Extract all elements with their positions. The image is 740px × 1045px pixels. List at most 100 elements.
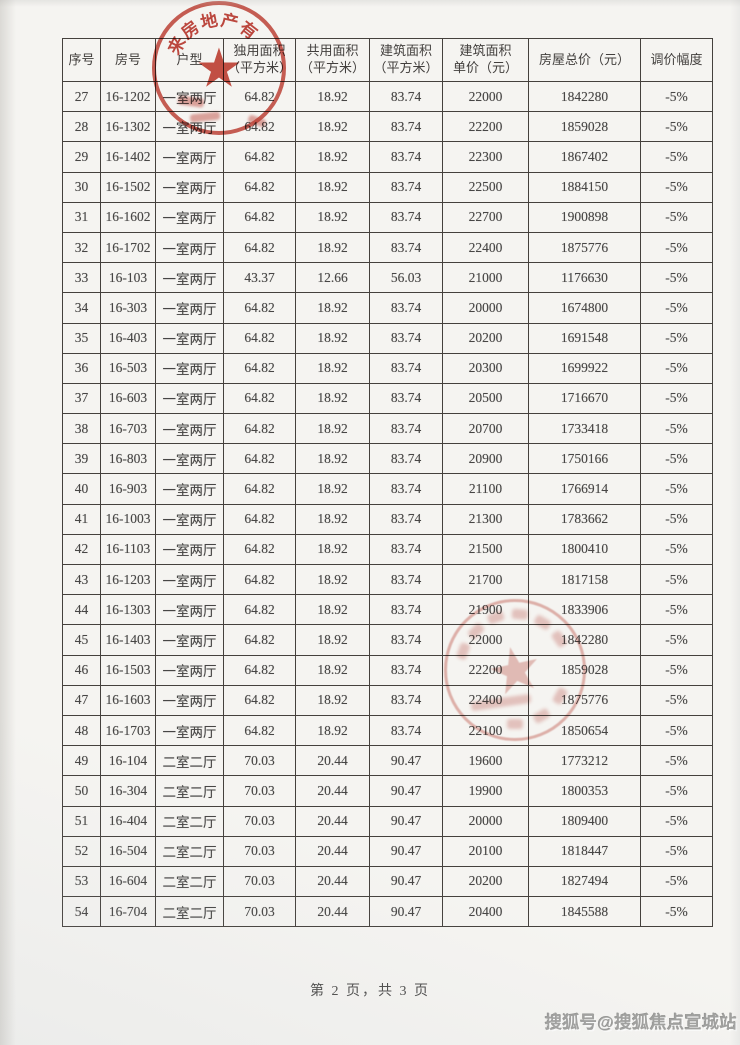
table-cell: 83.74 <box>369 201 443 233</box>
table-cell: 42 <box>62 533 101 566</box>
page-number-footer: 第 2 页，共 3 页 <box>310 984 430 999</box>
table-header: 序号 房号 户型 独用面积 （平方米） 共用面积 （平方米） 建筑面积 （平方米） 建筑面积… <box>62 38 713 82</box>
table-row: 47 16-1603 一室两厅 64.82 18.92 83.74 22400 1875776… <box>62 684 713 716</box>
table-cell: 18.92 <box>295 684 370 716</box>
table-cell: 一室两厅 <box>155 684 224 716</box>
table-cell: 64.82 <box>223 473 296 505</box>
table-cell: -5% <box>640 503 713 535</box>
table-cell: 35 <box>62 322 101 354</box>
table-cell: 1842280 <box>528 80 641 113</box>
table-cell: 16-604 <box>100 865 156 898</box>
table-cell: 83.74 <box>369 231 443 264</box>
column-header: 房屋总价（元） <box>528 38 641 82</box>
table-cell: 18.92 <box>295 443 370 475</box>
table-cell: 21000 <box>442 262 529 294</box>
table-cell: 83.74 <box>369 141 443 173</box>
table-row: 38 16-703 一室两厅 64.82 18.92 83.74 20700 1733418-… <box>62 413 713 445</box>
table-cell: 二室二厅 <box>155 805 224 837</box>
table-cell: -5% <box>640 201 713 233</box>
table-row: 29 16-1402 一室两厅 64.82 18.92 83.74 22300 1867402… <box>62 141 713 173</box>
table-cell: 一室两厅 <box>155 594 224 626</box>
column-header: 建筑面积 单价（元） <box>442 38 529 82</box>
table-cell: -5% <box>640 111 713 143</box>
table-cell: -5% <box>640 413 713 445</box>
table-row: 46 16-1503 一室两厅 64.82 18.92 83.74 22200 1859028… <box>62 654 713 686</box>
table-cell: 18.92 <box>295 624 370 656</box>
table-cell: 64.82 <box>223 413 296 445</box>
table-cell: 16-1602 <box>100 201 156 233</box>
table-row: 50 16-304 二室二厅 70.03 20.44 90.47 19900 1800353-… <box>62 775 713 807</box>
table-cell: 21500 <box>442 533 529 566</box>
column-header: 序号 <box>62 38 101 82</box>
table-cell: 一室两厅 <box>155 231 224 264</box>
table-cell: 83.74 <box>369 171 443 203</box>
table-cell: 22200 <box>442 654 529 686</box>
table-cell: 16-1303 <box>100 594 156 626</box>
table-cell: 41 <box>62 503 101 535</box>
table-cell: 1827494 <box>528 865 641 898</box>
table-cell: 64.82 <box>223 231 296 264</box>
table-cell: 20400 <box>442 896 529 928</box>
table-cell: 64.82 <box>223 684 296 716</box>
table-cell: 32 <box>62 231 101 264</box>
column-header: 建筑面积 （平方米） <box>369 38 443 82</box>
table-cell: 22200 <box>442 111 529 143</box>
table-cell: 20.44 <box>295 775 370 807</box>
table-cell: 83.74 <box>369 80 443 113</box>
table-cell: 12.66 <box>295 262 370 294</box>
table-cell: 70.03 <box>223 865 296 898</box>
table-cell: 47 <box>62 684 101 716</box>
table-body: 27 16-1202 一室两厅 64.82 18.92 83.74 22000 1842280… <box>62 80 713 928</box>
table-row: 27 16-1202 一室两厅 64.82 18.92 83.74 22000 1842280… <box>62 80 713 113</box>
table-cell: 16-1603 <box>100 684 156 716</box>
table-cell: 1867402 <box>528 141 641 173</box>
price-table: 序号 房号 户型 独用面积 （平方米） 共用面积 （平方米） 建筑面积 （平方米） 建筑面积… <box>62 38 713 928</box>
table-cell: 一室两厅 <box>155 171 224 203</box>
table-cell: 20.44 <box>295 896 370 928</box>
table-cell: 1900898 <box>528 201 641 233</box>
table-row: 32 16-1702 一室两厅 64.82 18.92 83.74 22400 1875776… <box>62 231 713 264</box>
table-cell: 22000 <box>442 624 529 656</box>
table-cell: -5% <box>640 231 713 264</box>
table-cell: 16-703 <box>100 413 156 445</box>
table-cell: 一室两厅 <box>155 352 224 384</box>
table-cell: 1859028 <box>528 654 641 686</box>
table-row: 31 16-1602 一室两厅 64.82 18.92 83.74 22700 1900898… <box>62 201 713 233</box>
table-cell: 40 <box>62 473 101 505</box>
table-cell: 22100 <box>442 714 529 747</box>
table-cell: 20.44 <box>295 865 370 898</box>
table-cell: 20000 <box>442 292 529 324</box>
table-cell: 16-903 <box>100 473 156 505</box>
table-cell: 83.74 <box>369 714 443 747</box>
table-cell: 20.44 <box>295 745 370 777</box>
table-cell: 一室两厅 <box>155 292 224 324</box>
table-cell: -5% <box>640 745 713 777</box>
table-cell: -5% <box>640 896 713 928</box>
table-cell: 83.74 <box>369 111 443 143</box>
table-row: 43 16-1203 一室两厅 64.82 18.92 83.74 21700 1817158… <box>62 563 713 596</box>
table-cell: 70.03 <box>223 835 296 867</box>
table-cell: 16-103 <box>100 262 156 294</box>
table-cell: -5% <box>640 473 713 505</box>
table-cell: 49 <box>62 745 101 777</box>
table-cell: 64.82 <box>223 352 296 384</box>
table-cell: 二室二厅 <box>155 835 224 867</box>
table-cell: 64.82 <box>223 563 296 596</box>
table-cell: 64.82 <box>223 654 296 686</box>
table-cell: 83.74 <box>369 382 443 415</box>
table-cell: 16-404 <box>100 805 156 837</box>
table-cell: 一室两厅 <box>155 654 224 686</box>
table-cell: 16-503 <box>100 352 156 384</box>
table-cell: 1716670 <box>528 382 641 415</box>
table-cell: 83.74 <box>369 473 443 505</box>
table-cell: 83.74 <box>369 443 443 475</box>
table-cell: 18.92 <box>295 594 370 626</box>
table-row: 49 16-104 二室二厅 70.03 20.44 90.47 19600 1773212-… <box>62 745 713 777</box>
table-cell: 90.47 <box>369 745 443 777</box>
table-cell: 一室两厅 <box>155 503 224 535</box>
table-row: 34 16-303 一室两厅 64.82 18.92 83.74 20000 1674800-… <box>62 292 713 324</box>
table-cell: 18.92 <box>295 201 370 233</box>
table-cell: 51 <box>62 805 101 837</box>
table-cell: 16-504 <box>100 835 156 867</box>
table-cell: 1833906 <box>528 594 641 626</box>
